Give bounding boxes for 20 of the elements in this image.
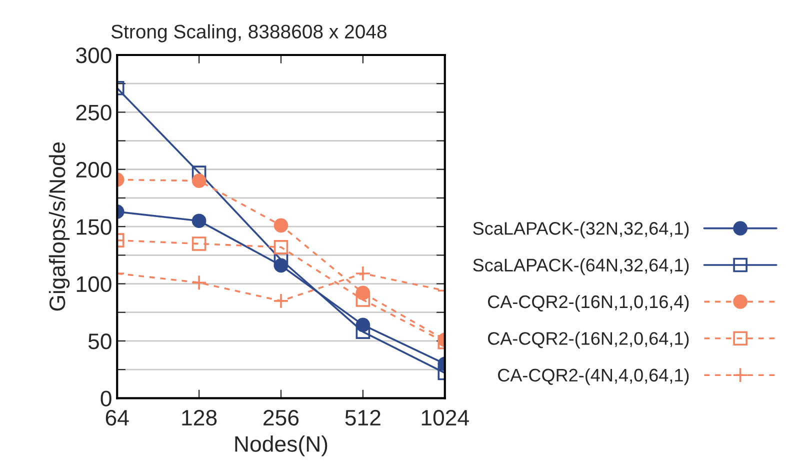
y-tick-label: 200 xyxy=(76,162,112,178)
legend-label: ScaLAPACK-(32N,32,64,1) xyxy=(473,222,689,238)
y-tick-label: 300 xyxy=(76,48,112,64)
x-tick-label: 1024 xyxy=(422,410,469,426)
x-axis-title: Nodes(N) xyxy=(235,436,328,456)
chart-title: Strong Scaling, 8388608 x 2048 xyxy=(111,24,386,42)
y-tick-label: 250 xyxy=(76,104,112,120)
y-tick-label: 50 xyxy=(88,334,112,350)
y-tick-label: 150 xyxy=(76,219,112,235)
x-tick-label: 64 xyxy=(106,410,129,426)
legend-label: CA-CQR2-(4N,4,0,64,1) xyxy=(498,368,689,386)
legend-label: CA-CQR2-(16N,1,0,16,4) xyxy=(488,294,689,312)
y-tick-label: 0 xyxy=(100,390,112,406)
x-tick-label: 256 xyxy=(264,410,299,426)
y-tick-label: 100 xyxy=(76,276,112,292)
legend-label: CA-CQR2-(16N,2,0,64,1) xyxy=(488,332,689,348)
legend-label: ScaLAPACK-(64N,32,64,1) xyxy=(473,258,689,276)
x-tick-label: 128 xyxy=(182,410,217,426)
x-tick-label: 512 xyxy=(345,410,380,426)
y-axis-title: Gigaflops/s/Node xyxy=(48,142,70,311)
